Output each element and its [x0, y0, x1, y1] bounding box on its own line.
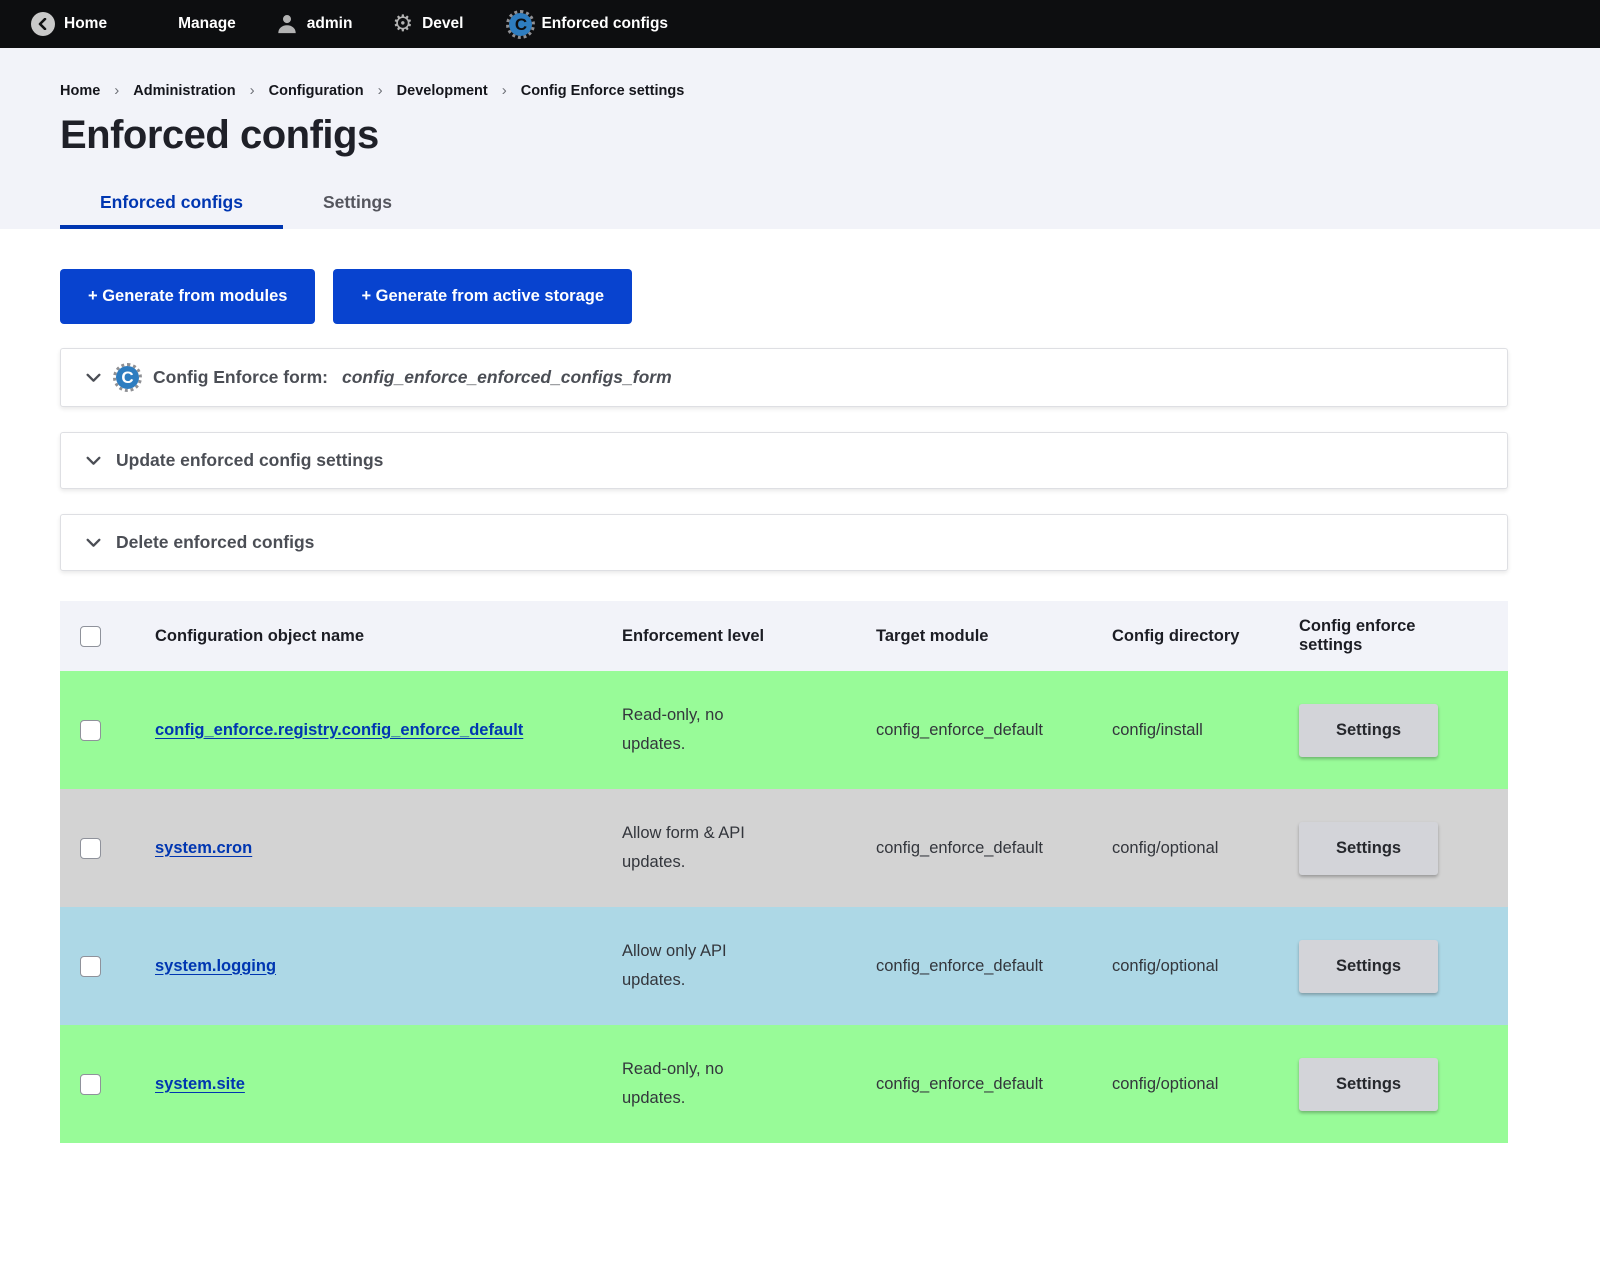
gear-icon: ⚙: [392, 10, 414, 37]
toolbar-item-manage[interactable]: Manage: [130, 0, 253, 48]
page-title: Enforced configs: [60, 113, 379, 157]
panel-title: Update enforced config settings: [116, 450, 384, 470]
table-row: system.cron Allow form & API updates. co…: [60, 789, 1508, 907]
generate-from-active-storage-button[interactable]: + Generate from active storage: [333, 269, 632, 324]
config-directory: config/optional: [1112, 838, 1219, 857]
panel-config-enforce-form-summary[interactable]: C Config Enforce form: config_enforce_en…: [61, 349, 1507, 406]
config-enforce-logo-icon: C: [506, 9, 536, 39]
row-checkbox[interactable]: [80, 837, 101, 859]
breadcrumb-separator: ›: [249, 82, 255, 99]
table-row: config_enforce.registry.config_enforce_d…: [60, 671, 1508, 789]
enforcement-level: Allow only API updates.: [622, 942, 727, 989]
row-settings-button[interactable]: Settings: [1299, 821, 1439, 875]
table-header-row: Configuration object name Enforcement le…: [60, 601, 1508, 671]
main-content: + Generate from modules + Generate from …: [60, 269, 1508, 1263]
target-module: config_enforce_default: [876, 956, 1043, 975]
panel-config-enforce-form: C Config Enforce form: config_enforce_en…: [60, 348, 1508, 407]
config-directory: config/optional: [1112, 1074, 1219, 1093]
action-buttons: + Generate from modules + Generate from …: [60, 269, 1508, 324]
column-header-name: Configuration object name: [139, 601, 606, 671]
toolbar-item-home[interactable]: Home: [14, 0, 124, 48]
breadcrumb-separator: ›: [501, 82, 507, 99]
toolbar-item-devel[interactable]: ⚙ Devel: [375, 0, 480, 48]
target-module: config_enforce_default: [876, 838, 1043, 857]
chevron-down-icon: [85, 452, 102, 469]
back-circle-icon: [31, 12, 55, 36]
generate-from-modules-button[interactable]: + Generate from modules: [60, 269, 316, 324]
table-row: system.site Read-only, no updates. confi…: [60, 1025, 1508, 1143]
config-directory: config/optional: [1112, 956, 1219, 975]
tab-enforced-configs[interactable]: Enforced configs: [60, 178, 283, 229]
target-module: config_enforce_default: [876, 720, 1043, 739]
select-all-checkbox[interactable]: [80, 625, 101, 647]
breadcrumb-current: Config Enforce settings: [520, 82, 685, 99]
chevron-down-icon: [85, 369, 102, 386]
breadcrumb-separator: ›: [114, 82, 120, 99]
enforcement-level: Read-only, no updates.: [622, 1060, 724, 1107]
config-enforce-logo-icon: C: [113, 363, 142, 392]
enforced-configs-table: Configuration object name Enforcement le…: [60, 601, 1508, 1143]
panel-delete-summary[interactable]: Delete enforced configs: [61, 515, 1507, 570]
config-object-link[interactable]: config_enforce.registry.config_enforce_d…: [155, 720, 524, 739]
breadcrumb-link-administration[interactable]: Administration: [133, 82, 236, 99]
row-checkbox[interactable]: [80, 719, 101, 741]
config-object-link[interactable]: system.site: [155, 1074, 245, 1093]
toolbar-item-enforced-configs[interactable]: C Enforced configs: [492, 0, 685, 48]
panel-title: Delete enforced configs: [116, 532, 315, 552]
primary-tabs: Enforced configs Settings: [60, 178, 1540, 229]
config-directory: config/install: [1112, 720, 1203, 739]
panel-machine-name: config_enforce_enforced_configs_form: [342, 367, 672, 387]
config-object-link[interactable]: system.logging: [155, 956, 277, 975]
breadcrumb-separator: ›: [377, 82, 383, 99]
toolbar-item-label: Home: [64, 15, 108, 32]
toolbar-item-label: Devel: [422, 15, 464, 32]
breadcrumb: Home › Administration › Configuration › …: [60, 82, 1540, 99]
panel-update-enforced-config-settings: Update enforced config settings: [60, 432, 1508, 489]
breadcrumb-link-development[interactable]: Development: [396, 82, 488, 99]
column-header-level: Enforcement level: [606, 601, 860, 671]
row-checkbox[interactable]: [80, 955, 101, 977]
enforcement-level: Read-only, no updates.: [622, 706, 724, 753]
panel-update-summary[interactable]: Update enforced config settings: [61, 433, 1507, 488]
panel-title: Config Enforce form:: [153, 367, 328, 387]
chevron-down-icon: [85, 534, 102, 551]
column-header-settings: Config enforce settings: [1283, 601, 1508, 671]
toolbar-item-admin[interactable]: admin: [259, 0, 370, 48]
toolbar-item-label: Enforced configs: [541, 15, 669, 32]
enforcement-level: Allow form & API updates.: [622, 824, 745, 871]
target-module: config_enforce_default: [876, 1074, 1043, 1093]
column-header-directory: Config directory: [1096, 601, 1283, 671]
panel-delete-enforced-configs: Delete enforced configs: [60, 514, 1508, 571]
tab-settings[interactable]: Settings: [322, 192, 392, 212]
row-settings-button[interactable]: Settings: [1299, 703, 1439, 757]
user-icon: [276, 13, 298, 35]
config-object-link[interactable]: system.cron: [155, 838, 253, 857]
row-settings-button[interactable]: Settings: [1299, 939, 1439, 993]
breadcrumb-link-home[interactable]: Home: [60, 82, 101, 99]
row-checkbox[interactable]: [80, 1073, 101, 1095]
admin-toolbar: Home Manage admin ⚙ Devel C Enforced con…: [0, 0, 1600, 48]
toolbar-item-label: admin: [306, 15, 353, 32]
table-row: system.logging Allow only API updates. c…: [60, 907, 1508, 1025]
toolbar-item-label: Manage: [178, 15, 236, 32]
breadcrumb-link-configuration[interactable]: Configuration: [268, 82, 364, 99]
column-header-module: Target module: [860, 601, 1096, 671]
page-header: Home › Administration › Configuration › …: [0, 48, 1600, 229]
hamburger-icon: [147, 16, 169, 32]
row-settings-button[interactable]: Settings: [1299, 1057, 1439, 1111]
